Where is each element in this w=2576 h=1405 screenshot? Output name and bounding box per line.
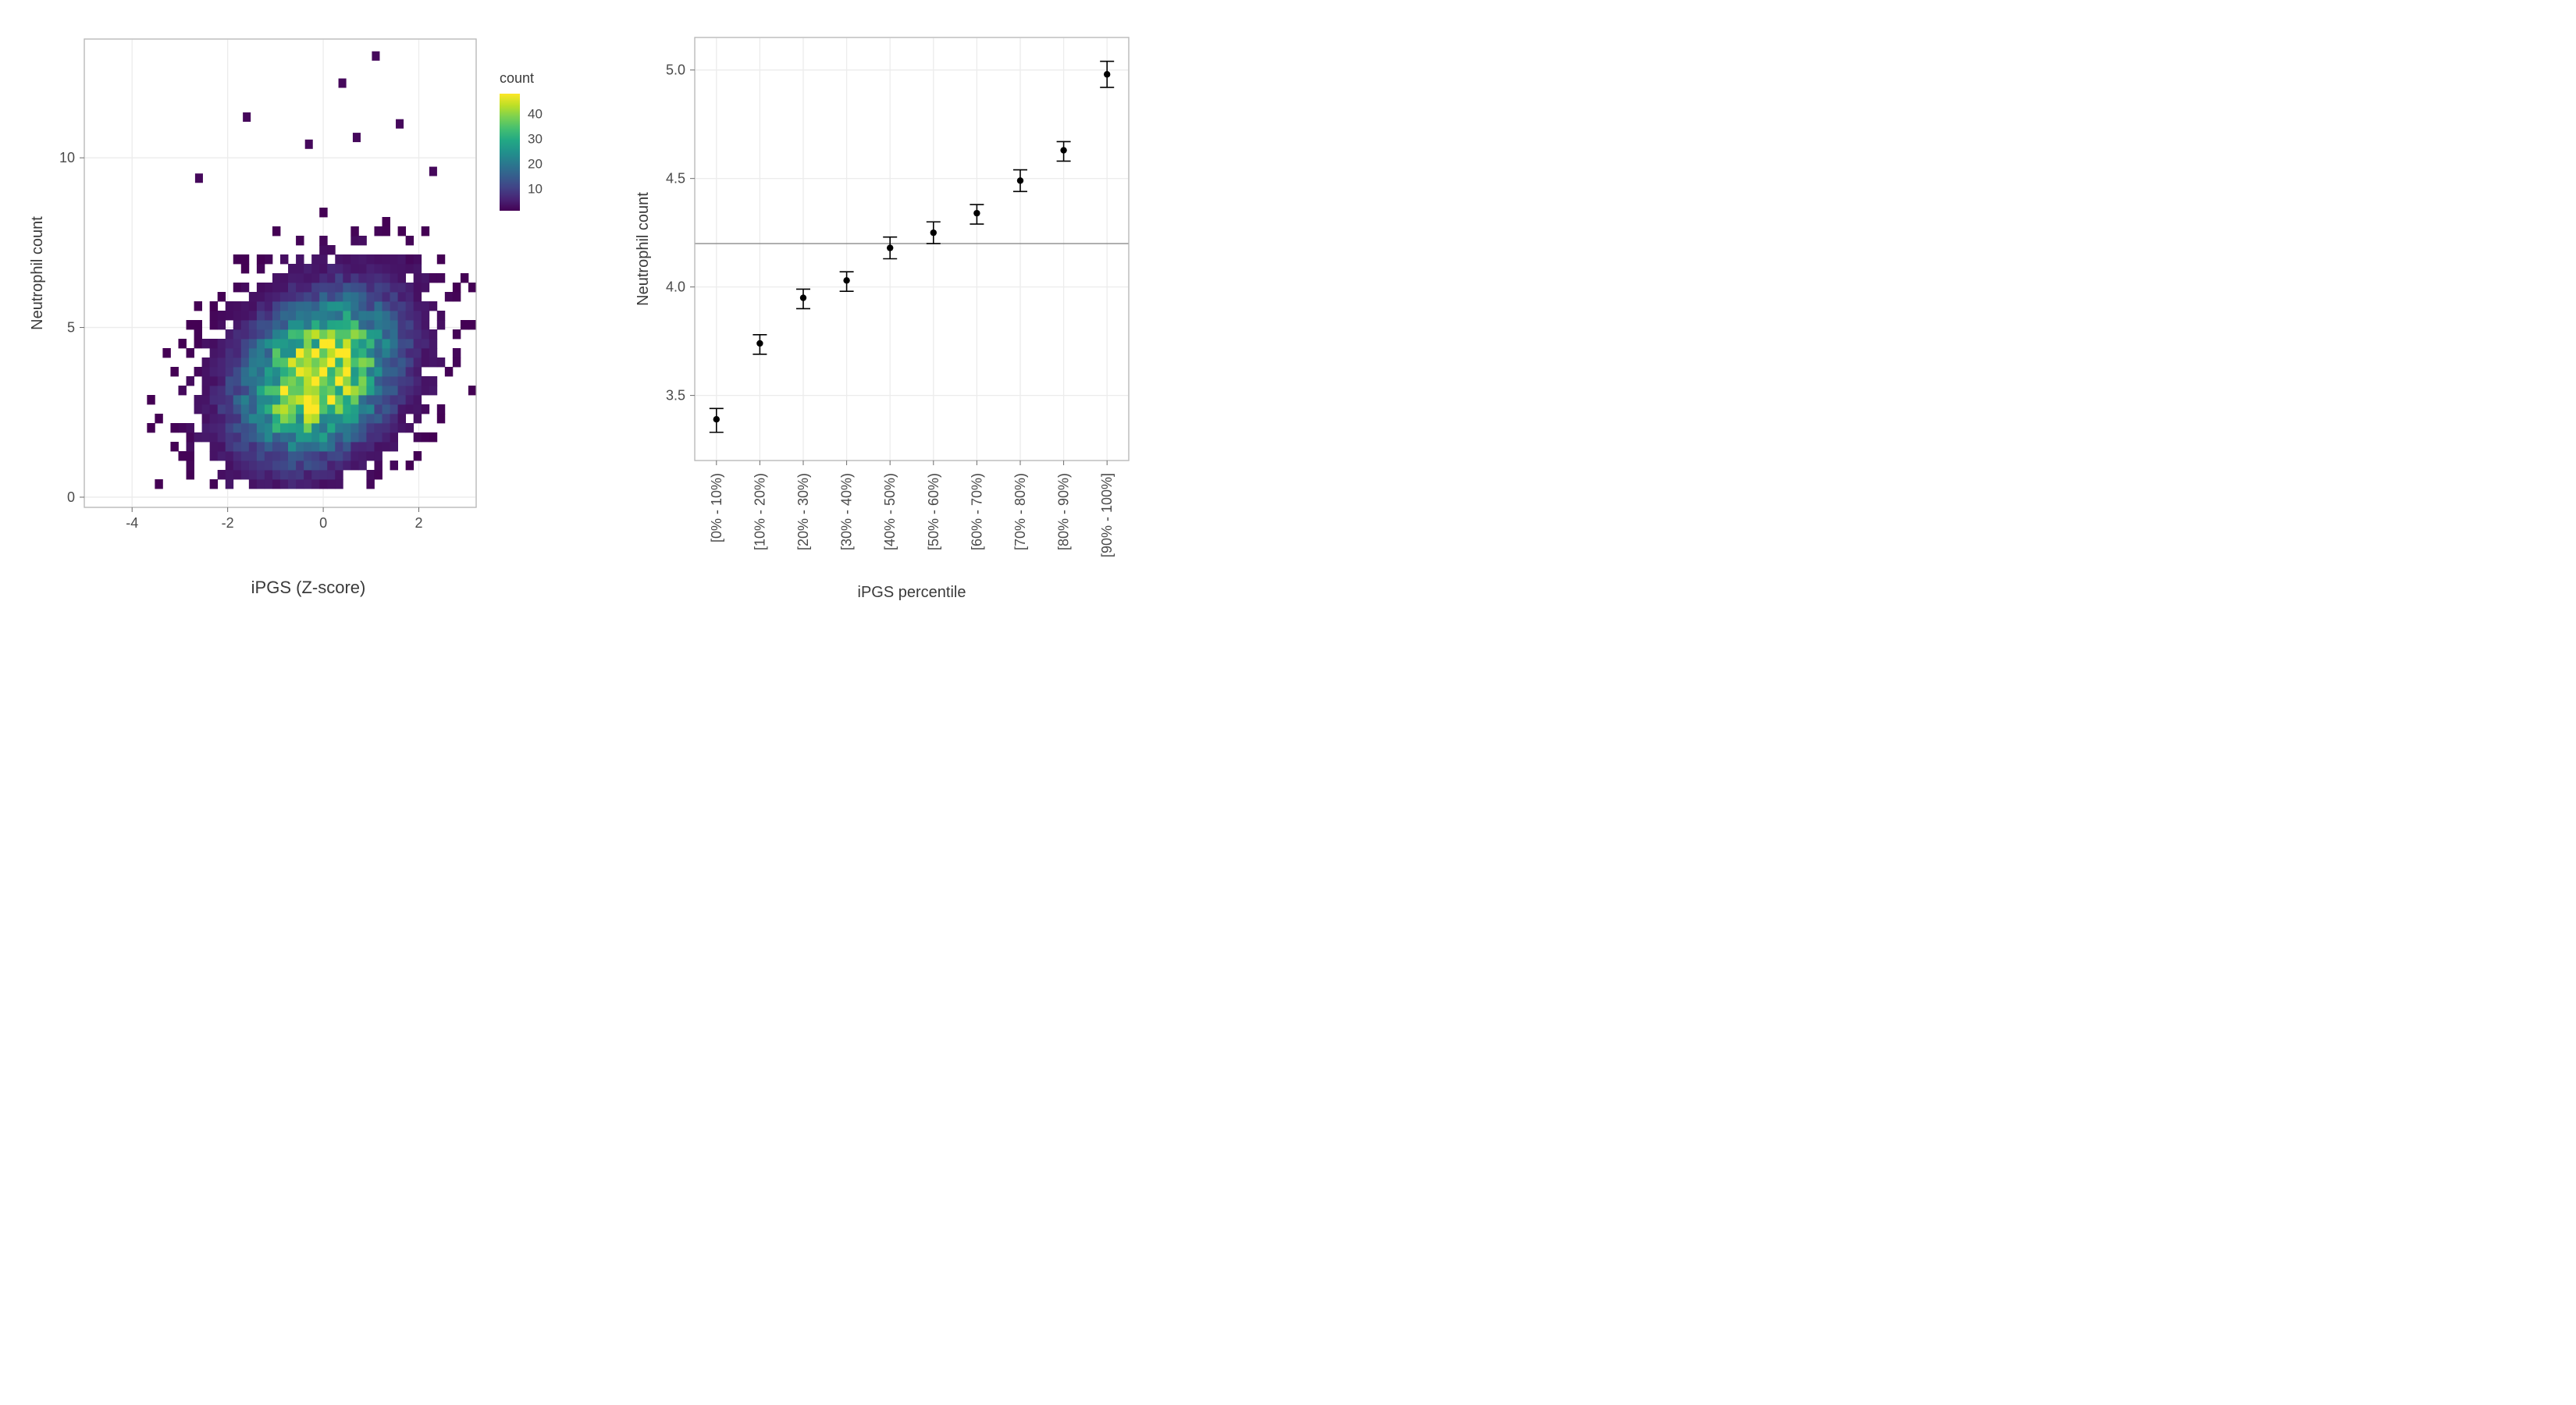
decile-label: [50% - 60%) xyxy=(926,473,941,550)
svg-text:40: 40 xyxy=(528,107,543,122)
svg-text:2: 2 xyxy=(415,515,423,531)
left-chart-svg: -4-2020510Neutrophil countcount10203040 xyxy=(23,23,593,554)
right-chart-svg: 3.5 4.0 4.5 5.0 [0% - 10%) [10% - 20%) [20% - … xyxy=(624,23,1140,624)
decile-label: [20% - 30%) xyxy=(795,473,811,550)
decile-label: [40% - 50%) xyxy=(882,473,898,550)
svg-text:30: 30 xyxy=(528,131,543,146)
svg-text:20: 20 xyxy=(528,156,543,171)
svg-text:0: 0 xyxy=(67,489,75,505)
decile-label: [30% - 40%) xyxy=(839,473,855,550)
left-x-axis-title: iPGS (Z-score) xyxy=(251,578,366,598)
svg-text:count: count xyxy=(500,70,534,86)
svg-text:Neutrophil count: Neutrophil count xyxy=(635,192,652,306)
svg-text:-2: -2 xyxy=(222,515,234,531)
svg-text:10: 10 xyxy=(59,150,75,165)
svg-text:0: 0 xyxy=(319,515,327,531)
left-panel: -4-2020510Neutrophil countcount10203040 … xyxy=(23,23,593,598)
decile-label: [60% - 70%) xyxy=(969,473,984,550)
svg-text:4.5: 4.5 xyxy=(666,171,685,187)
svg-text:4.0: 4.0 xyxy=(666,279,685,295)
colorbar-legend: count 10 20 30 40 xyxy=(500,70,543,211)
svg-text:iPGS percentile: iPGS percentile xyxy=(858,584,966,601)
svg-text:5.0: 5.0 xyxy=(666,62,685,78)
decile-label: [0% - 10%) xyxy=(709,473,724,542)
svg-text:5: 5 xyxy=(67,320,75,336)
decile-label: [10% - 20%) xyxy=(752,473,767,550)
svg-text:-4: -4 xyxy=(126,515,138,531)
svg-text:3.5: 3.5 xyxy=(666,388,685,404)
svg-text:10: 10 xyxy=(528,181,543,196)
right-panel: 3.5 4.0 4.5 5.0 [0% - 10%) [10% - 20%) [20% - … xyxy=(624,23,1140,624)
decile-label: [90% - 100%] xyxy=(1099,473,1115,557)
decile-label: [80% - 90%) xyxy=(1056,473,1072,550)
svg-text:Neutrophil count: Neutrophil count xyxy=(29,216,46,330)
figure-root: -4-2020510Neutrophil countcount10203040 … xyxy=(0,0,1187,648)
decile-label: [70% - 80%) xyxy=(1012,473,1028,550)
